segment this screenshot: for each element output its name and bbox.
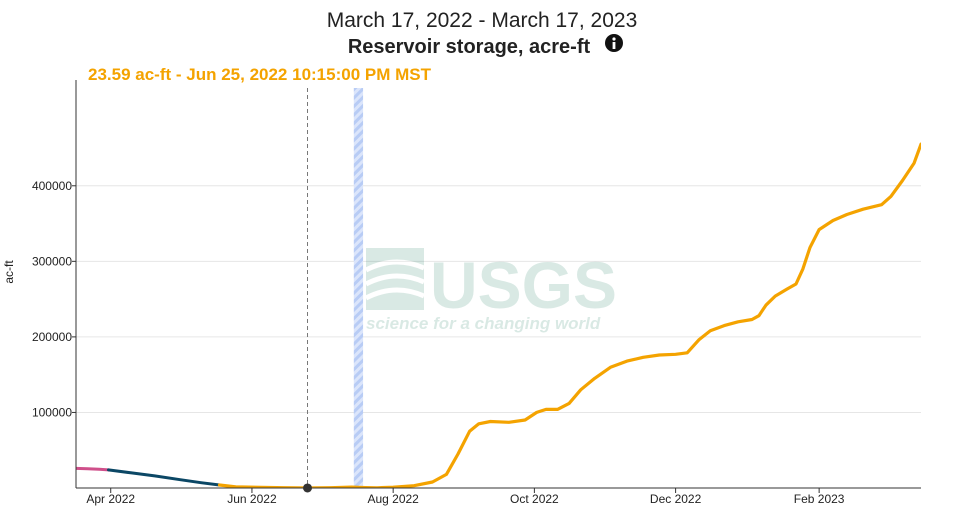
y-axis-ticks: 100000 200000 300000 400000	[32, 179, 76, 419]
watermark-logo-text: USGS	[430, 248, 617, 322]
tooltip-readout: 23.59 ac-ft - Jun 25, 2022 10:15:00 PM M…	[88, 65, 432, 84]
y-tick-label: 100000	[32, 405, 72, 419]
y-tick-label: 300000	[32, 254, 72, 268]
watermark-tagline: science for a changing world	[366, 314, 601, 333]
x-axis-ticks: Apr 2022 Jun 2022 Aug 2022 Oct 2022 Dec 2022…	[86, 488, 845, 506]
parameter-title: Reservoir storage, acre-ft	[348, 36, 591, 58]
x-tick-label: Jun 2022	[227, 492, 277, 506]
series-line-estimated	[76, 466, 110, 472]
x-tick-label: Feb 2023	[794, 492, 845, 506]
y-axis-label: ac-ft	[2, 260, 16, 284]
x-tick-label: Oct 2022	[510, 492, 559, 506]
cursor-point[interactable]	[303, 483, 313, 493]
usgs-logo-icon	[364, 248, 426, 310]
gridlines	[76, 185, 921, 413]
info-icon[interactable]	[605, 34, 623, 52]
y-tick-label: 200000	[32, 330, 72, 344]
y-tick-label: 400000	[32, 179, 72, 193]
x-tick-label: Apr 2022	[86, 492, 135, 506]
data-gap-band	[353, 88, 364, 488]
x-tick-label: Aug 2022	[367, 492, 419, 506]
x-tick-label: Dec 2022	[650, 492, 702, 506]
series-line-approved	[106, 468, 221, 487]
date-range-title: March 17, 2022 - March 17, 2023	[327, 9, 638, 32]
usgs-watermark: USGS science for a changing world	[364, 248, 617, 333]
